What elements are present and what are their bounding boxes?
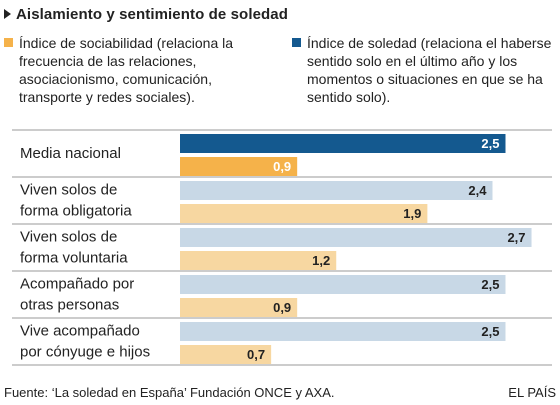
legend-sociability: Índice de sociabilidad (relaciona la fre… <box>4 34 274 106</box>
legend-sociability-swatch <box>4 38 13 47</box>
category-label: forma voluntaria <box>20 250 128 267</box>
bar-loneliness <box>180 228 532 247</box>
category-label: por cónyuge e hijos <box>20 344 150 361</box>
bar-chart: Media nacional 2,5 0,9 Viven solos de forma … <box>12 129 552 366</box>
bar-loneliness <box>180 134 506 153</box>
category-label: Acompañado por <box>20 276 134 293</box>
chart-title: Aislamiento y sentimiento de soledad <box>16 5 288 23</box>
data-label: 2,7 <box>507 230 525 245</box>
source-note: Fuente: ‘La soledad en España’ Fundación… <box>4 385 335 400</box>
data-label: 0,9 <box>273 300 291 315</box>
data-label: 0,9 <box>273 159 291 174</box>
data-label: 1,2 <box>312 253 330 268</box>
legend-loneliness-label: Índice de soledad (relaciona el haberse … <box>307 35 552 105</box>
category-label: Viven solos de <box>20 182 117 199</box>
legend-sociability-label: Índice de sociabilidad (relaciona la fre… <box>19 35 234 105</box>
data-label: 0,7 <box>247 347 265 362</box>
bar-sociability <box>180 157 298 176</box>
bar-sociability <box>180 204 428 223</box>
category-label: Vive acompañado <box>20 323 140 340</box>
chart-title-row: Aislamiento y sentimiento de soledad <box>4 5 288 23</box>
title-arrow-icon <box>4 9 11 19</box>
bar-loneliness <box>180 181 493 200</box>
category-label: Viven solos de <box>20 229 117 246</box>
legend-loneliness-swatch <box>292 38 301 47</box>
bar-loneliness <box>180 322 506 341</box>
data-label: 2,4 <box>468 183 487 198</box>
data-label: 2,5 <box>481 324 499 339</box>
data-label: 2,5 <box>481 136 499 151</box>
bar-sociability <box>180 298 298 317</box>
bar-sociability <box>180 345 272 364</box>
category-label: otras personas <box>20 297 119 314</box>
legend-loneliness: Índice de soledad (relaciona el haberse … <box>292 34 557 106</box>
category-label: Media nacional <box>20 145 121 162</box>
data-label: 2,5 <box>481 277 499 292</box>
data-label: 1,9 <box>403 206 421 221</box>
category-label: forma obligatoria <box>20 203 132 220</box>
bar-sociability <box>180 251 337 270</box>
publisher-brand: EL PAÍS <box>508 385 556 400</box>
bar-loneliness <box>180 275 506 294</box>
